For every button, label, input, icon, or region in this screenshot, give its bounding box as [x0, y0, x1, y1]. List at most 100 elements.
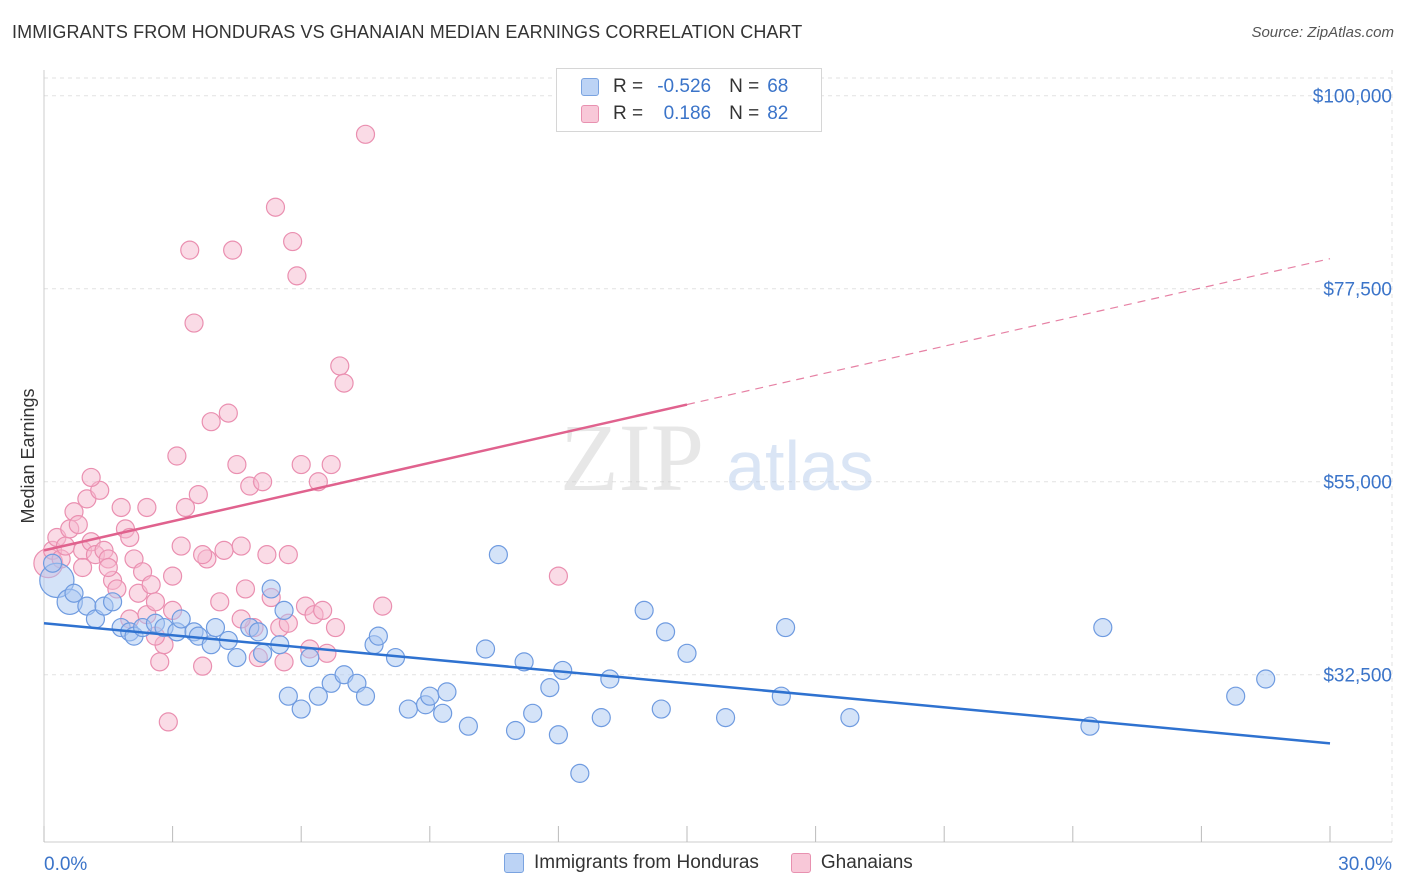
ghanaian-point [231, 536, 251, 556]
axis-labels: $32,500 $55,000 $77,500 $100,000 0.0% 30.0% Me… [18, 87, 1392, 875]
watermark: ZIP atlas [560, 404, 874, 511]
ghanaian-point [334, 373, 354, 393]
n-value: 68 [767, 76, 789, 97]
honduras-point [715, 708, 736, 728]
grid-lines [44, 70, 1393, 842]
watermark-atlas: atlas [726, 427, 874, 505]
honduras-point [253, 643, 273, 663]
ghanaian-point [158, 712, 178, 732]
honduras-point [205, 617, 226, 638]
ghanaian-point [210, 592, 230, 612]
honduras-point [775, 617, 796, 638]
honduras-point [840, 708, 860, 728]
honduras-point [278, 686, 298, 706]
honduras-trend-line [43, 622, 1331, 745]
honduras-point [458, 716, 478, 736]
ghanaian-point [201, 412, 221, 432]
ghanaian-point [330, 356, 350, 376]
r-label: R = [613, 76, 644, 97]
ghanaian-point [98, 557, 118, 578]
source-label: Source: ZipAtlas.com [1251, 24, 1394, 41]
honduras-point [1256, 669, 1276, 689]
ghanaian-point [171, 536, 191, 556]
axes [43, 70, 1392, 843]
ghanaian-point [180, 240, 200, 260]
y-tick-label: $55,000 [1323, 473, 1392, 494]
r-label: R = [613, 103, 644, 124]
ghanaian-point [321, 454, 341, 475]
ghanaian-point [193, 656, 213, 676]
honduras-point [651, 699, 671, 719]
honduras-point [308, 686, 328, 706]
ghanaian-point [137, 497, 157, 518]
honduras-points [39, 545, 1276, 783]
honduras-point [355, 686, 376, 706]
legend-item-honduras[interactable]: Immigrants from Honduras [504, 852, 759, 874]
ghanaian-point [214, 540, 234, 560]
ghanaians-legend-label: Ghanaians [820, 852, 913, 873]
chart-title: IMMIGRANTS FROM HONDURAS VS GHANAIAN MED… [12, 22, 803, 42]
honduras-point [291, 699, 311, 719]
ghanaian-point [111, 497, 131, 518]
ghanaian-point [175, 497, 196, 518]
honduras-point [771, 686, 791, 706]
honduras-legend-label: Immigrants from Honduras [534, 852, 759, 873]
ghanaian-point [287, 266, 307, 286]
ghanaian-point [317, 643, 337, 663]
x-tick-label-max: 30.0% [1338, 854, 1392, 875]
honduras-point [1093, 617, 1113, 638]
ghanaian-point [81, 467, 101, 488]
honduras-swatch [581, 78, 599, 96]
ghanaian-point [141, 575, 161, 595]
honduras-point [64, 583, 84, 603]
n-value: 82 [767, 103, 789, 124]
ghanaian-point [227, 454, 247, 475]
ghanaian-point [278, 545, 298, 565]
ghanaian-point [355, 124, 376, 144]
honduras-point [433, 703, 453, 723]
ghanaian-point [291, 454, 311, 475]
ghanaian-point [373, 596, 393, 616]
ghanaian-point [188, 485, 208, 505]
honduras-point [398, 699, 418, 719]
honduras-point [591, 708, 611, 728]
honduras-point [514, 652, 534, 672]
ghanaians-legend-swatch [790, 853, 811, 873]
honduras-point [42, 553, 63, 573]
y-tick-label: $100,000 [1313, 87, 1392, 108]
ghanaian-point [184, 313, 204, 333]
ghanaian-point [218, 403, 238, 423]
correlation-legend: R = -0.526 N = 68 R = 0.186 N = 82 [556, 68, 822, 132]
ghanaian-point [193, 545, 213, 565]
ghanaian-point [163, 566, 183, 586]
y-tick-label: $77,500 [1323, 280, 1392, 301]
ghanaian-point [265, 197, 286, 217]
x-tick-label-min: 0.0% [44, 854, 87, 875]
n-label: N = [729, 103, 760, 124]
ghanaian-point [257, 545, 277, 565]
legend-row-ghanaians: R = 0.186 N = 82 [581, 101, 806, 127]
honduras-point [261, 579, 281, 599]
honduras-point [368, 626, 388, 646]
honduras-point [227, 647, 247, 668]
honduras-point [102, 592, 123, 612]
honduras-point [437, 682, 457, 702]
ghanaian-point [313, 600, 333, 621]
honduras-point [475, 639, 496, 659]
watermark-zip: ZIP [560, 404, 704, 511]
honduras-point [677, 643, 697, 663]
honduras-point [248, 622, 268, 642]
honduras-point [548, 725, 569, 745]
honduras-point [540, 677, 560, 698]
ghanaian-trend-line [43, 403, 688, 552]
ghanaian-point [167, 446, 187, 466]
ghanaian-point [68, 515, 88, 535]
honduras-point [523, 703, 543, 723]
honduras-point [420, 686, 440, 706]
ghanaian-point [145, 592, 166, 612]
legend-item-ghanaians[interactable]: Ghanaians [790, 852, 913, 874]
honduras-point [488, 545, 508, 565]
honduras-point [570, 763, 590, 783]
r-value: 0.186 [663, 103, 712, 124]
